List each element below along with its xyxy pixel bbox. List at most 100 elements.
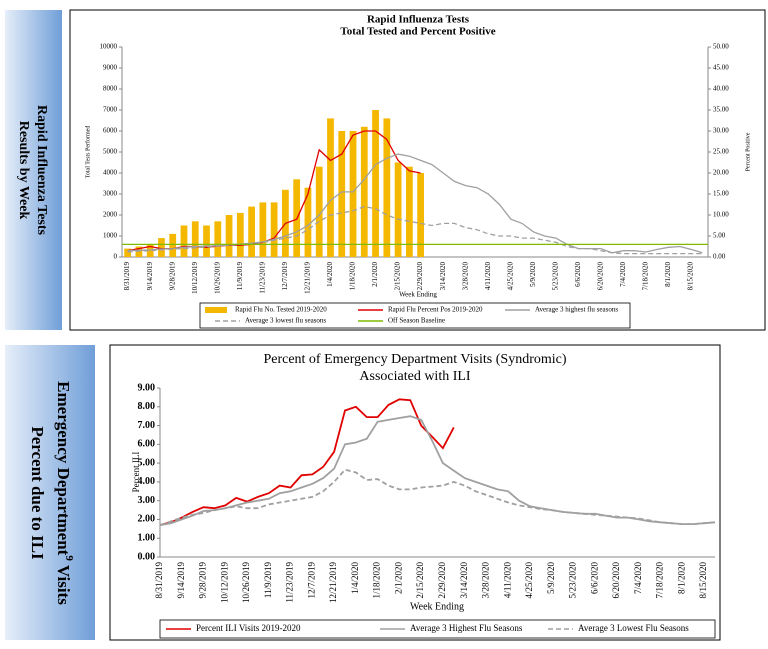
y-tick-label: 1000	[103, 232, 118, 240]
legend-label: Rapid Flu Percent Pos 2019-2020	[388, 306, 483, 314]
bar	[248, 206, 255, 257]
legend	[199, 302, 631, 329]
x-tick-label: 1/18/2020	[372, 562, 382, 599]
y-tick-label: 9000	[103, 64, 118, 72]
bar	[236, 212, 244, 257]
x-tick-label: 8/1/2020	[664, 262, 672, 287]
x-tick-label: 4/25/2020	[524, 562, 534, 599]
chart-subtitle: Associated with ILI	[359, 369, 471, 384]
chart-frame	[69, 9, 766, 331]
series-line	[159, 415, 716, 526]
x-tick-label: 11/9/2019	[236, 262, 244, 291]
x-tick-label: 3/14/2020	[439, 262, 447, 291]
y-tick-label: 25.00	[713, 148, 729, 156]
y-tick-label: 30.00	[713, 127, 729, 135]
bar	[304, 187, 312, 257]
y-tick-label: 4000	[103, 169, 118, 177]
x-tick-label: 8/15/2020	[687, 262, 695, 291]
x-tick-label: 7/18/2020	[642, 262, 650, 291]
x-tick-label: 3/28/2020	[461, 262, 469, 291]
side-label: Emergency Department9 Visits	[54, 381, 75, 605]
bar	[327, 118, 334, 258]
x-tick-label: 8/31/2019	[154, 562, 164, 599]
x-tick-label: 8/31/2019	[123, 262, 131, 291]
x-tick-label: 1/4/2020	[350, 562, 360, 595]
y-tick-label: 6.00	[138, 439, 156, 450]
x-tick-label: 6/20/2020	[611, 562, 621, 599]
y-tick-label: 6000	[103, 127, 118, 135]
bar	[158, 238, 165, 257]
side-label-sup: 9	[63, 555, 75, 561]
bar	[214, 221, 222, 257]
y-tick-label: 3.00	[138, 495, 156, 506]
bar	[203, 225, 210, 257]
x-tick-label: 8/15/2020	[698, 562, 708, 599]
y-tick-label: 35.00	[713, 106, 729, 114]
y-tick-label: 5.00	[138, 457, 156, 468]
chart-subtitle: Total Tested and Percent Positive	[340, 26, 495, 38]
y-tick-label: 8000	[103, 85, 118, 93]
x-axis-label: Week Ending	[410, 601, 464, 612]
legend-label: Off Season Baseline	[388, 317, 445, 325]
y-tick-label: 7000	[103, 106, 118, 114]
x-tick-label: 1/4/2020	[326, 262, 334, 287]
side-panel	[5, 10, 62, 330]
x-tick-label: 6/6/2020	[574, 262, 582, 287]
x-tick-label: 5/23/2020	[551, 262, 559, 291]
bar	[417, 173, 425, 257]
bar	[360, 126, 368, 257]
y-tick-label: 45.00	[713, 64, 729, 72]
y-tick-label: 2000	[103, 211, 118, 219]
x-tick-label: 4/11/2020	[484, 262, 492, 291]
y-tick-label: 5000	[103, 148, 118, 156]
x-tick-label: 2/29/2020	[437, 562, 447, 599]
y-tick-label: 20.00	[713, 169, 729, 177]
x-tick-label: 2/15/2020	[415, 562, 425, 599]
x-tick-label: 1/18/2020	[349, 262, 357, 291]
chart-title: Rapid Influenza Tests	[367, 14, 470, 26]
bar	[405, 166, 413, 257]
x-tick-label: 11/23/2019	[285, 562, 295, 603]
x-tick-label: 8/1/2020	[676, 562, 686, 595]
y-axis-label: Total Tests Performed	[84, 126, 91, 179]
bar	[180, 225, 188, 257]
x-tick-label: 6/6/2020	[589, 562, 599, 595]
y-tick-label: 10000	[100, 43, 118, 51]
bar	[146, 244, 154, 257]
side-label: Results by Week	[16, 121, 31, 220]
y-tick-label: 3000	[103, 190, 118, 198]
legend-label: Average 3 Highest Flu Seasons	[410, 623, 523, 633]
y-axis-label: Percent ILI	[131, 452, 141, 493]
x-tick-label: 2/1/2020	[371, 262, 379, 287]
y-tick-label: 5.00	[713, 232, 726, 240]
x-tick-label: 4/11/2020	[502, 562, 512, 599]
bar	[270, 202, 278, 257]
y-tick-label: 50.00	[713, 43, 729, 51]
x-tick-label: 10/12/2019	[191, 262, 199, 294]
bar	[315, 166, 323, 257]
x-tick-label: 5/9/2020	[546, 562, 556, 595]
side-label-line: Rapid Influenza Tests	[34, 105, 49, 235]
legend-swatch	[205, 307, 227, 313]
bar	[372, 110, 379, 257]
bar	[259, 202, 267, 257]
bar	[338, 131, 346, 257]
x-tick-label: 12/21/2019	[328, 562, 338, 604]
x-axis-label: Week Ending	[399, 291, 437, 299]
chart-title: Percent of Emergency Department Visits (…	[263, 352, 566, 367]
x-tick-label: 7/18/2020	[655, 562, 665, 599]
side-label-line: Results by Week	[16, 121, 31, 220]
x-tick-label: 3/14/2020	[459, 562, 469, 599]
y2-axis-label: Percent Positive	[745, 132, 751, 171]
legend-label: Rapid Flu No. Tested 2019-2020	[235, 306, 327, 314]
side-label: Percent due to ILI	[28, 426, 47, 560]
x-tick-label: 9/28/2019	[198, 562, 208, 599]
chart-frame	[109, 344, 721, 641]
side-label-line: Visits	[54, 565, 73, 605]
bar	[124, 248, 132, 257]
x-tick-label: 6/20/2020	[597, 262, 605, 291]
bar	[191, 221, 199, 257]
legend-label: Average 3 lowest flu seasons	[245, 317, 326, 325]
x-tick-label: 3/28/2020	[481, 562, 491, 599]
